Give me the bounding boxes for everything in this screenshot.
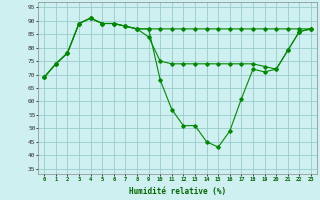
X-axis label: Humidité relative (%): Humidité relative (%)	[129, 187, 226, 196]
